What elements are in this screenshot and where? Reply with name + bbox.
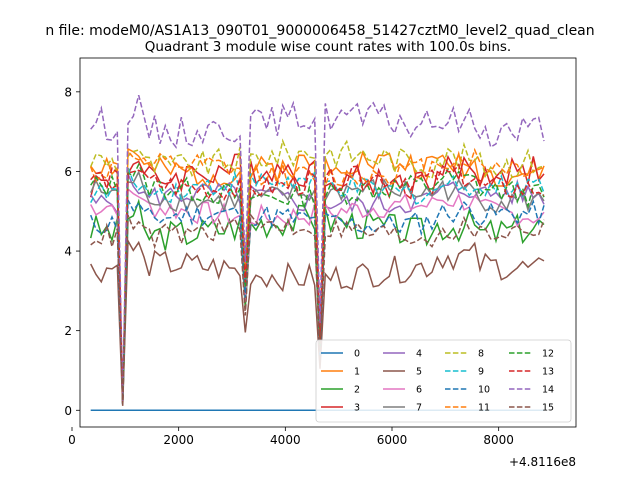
- legend-label-4: 4: [416, 349, 422, 360]
- axes-frame: [79, 57, 577, 428]
- legend-label-11: 11: [478, 403, 490, 414]
- x-axis: 0 2000 4000 6000 8000: [68, 427, 514, 447]
- y-tick-label: 2: [64, 324, 72, 338]
- legend-label-7: 7: [416, 403, 422, 414]
- legend-label-8: 8: [478, 349, 484, 360]
- x-tick-label: 8000: [483, 433, 514, 447]
- y-tick-label: 4: [64, 245, 72, 259]
- chart-title: Quadrant 3 module wise count rates with …: [145, 39, 511, 55]
- y-axis: 0 2 4 6 8: [64, 85, 80, 418]
- legend-label-9: 9: [478, 367, 484, 378]
- legend-label-12: 12: [542, 349, 554, 360]
- x-offset-label: +4.8116e8: [509, 455, 576, 469]
- legend-label-13: 13: [542, 367, 554, 378]
- legend-frame: [315, 339, 572, 423]
- series-line-13: [90, 163, 545, 403]
- x-tick-label: 4000: [270, 433, 301, 447]
- series-line-5: [90, 238, 545, 406]
- legend-label-14: 14: [542, 385, 554, 396]
- x-tick-label: 6000: [377, 433, 408, 447]
- legend-label-1: 1: [354, 367, 360, 378]
- legend-label-2: 2: [354, 385, 360, 396]
- legend-label-15: 15: [542, 403, 554, 414]
- y-tick-label: 0: [64, 404, 72, 418]
- figure-suptitle: n file: modeM0/AS1A13_090T01_9000006458_…: [45, 23, 594, 39]
- legend-label-5: 5: [416, 367, 422, 378]
- series-layer: [89, 95, 545, 412]
- x-tick-label: 0: [68, 433, 76, 447]
- series-line-15: [90, 212, 545, 405]
- y-tick-label: 6: [64, 165, 72, 179]
- legend-label-10: 10: [478, 385, 490, 396]
- legend-label-6: 6: [416, 385, 422, 396]
- y-tick-label: 8: [64, 85, 72, 99]
- legend-label-0: 0: [354, 349, 360, 360]
- legend-label-3: 3: [354, 403, 360, 414]
- series-line-14: [90, 95, 545, 401]
- x-tick-label: 2000: [163, 433, 194, 447]
